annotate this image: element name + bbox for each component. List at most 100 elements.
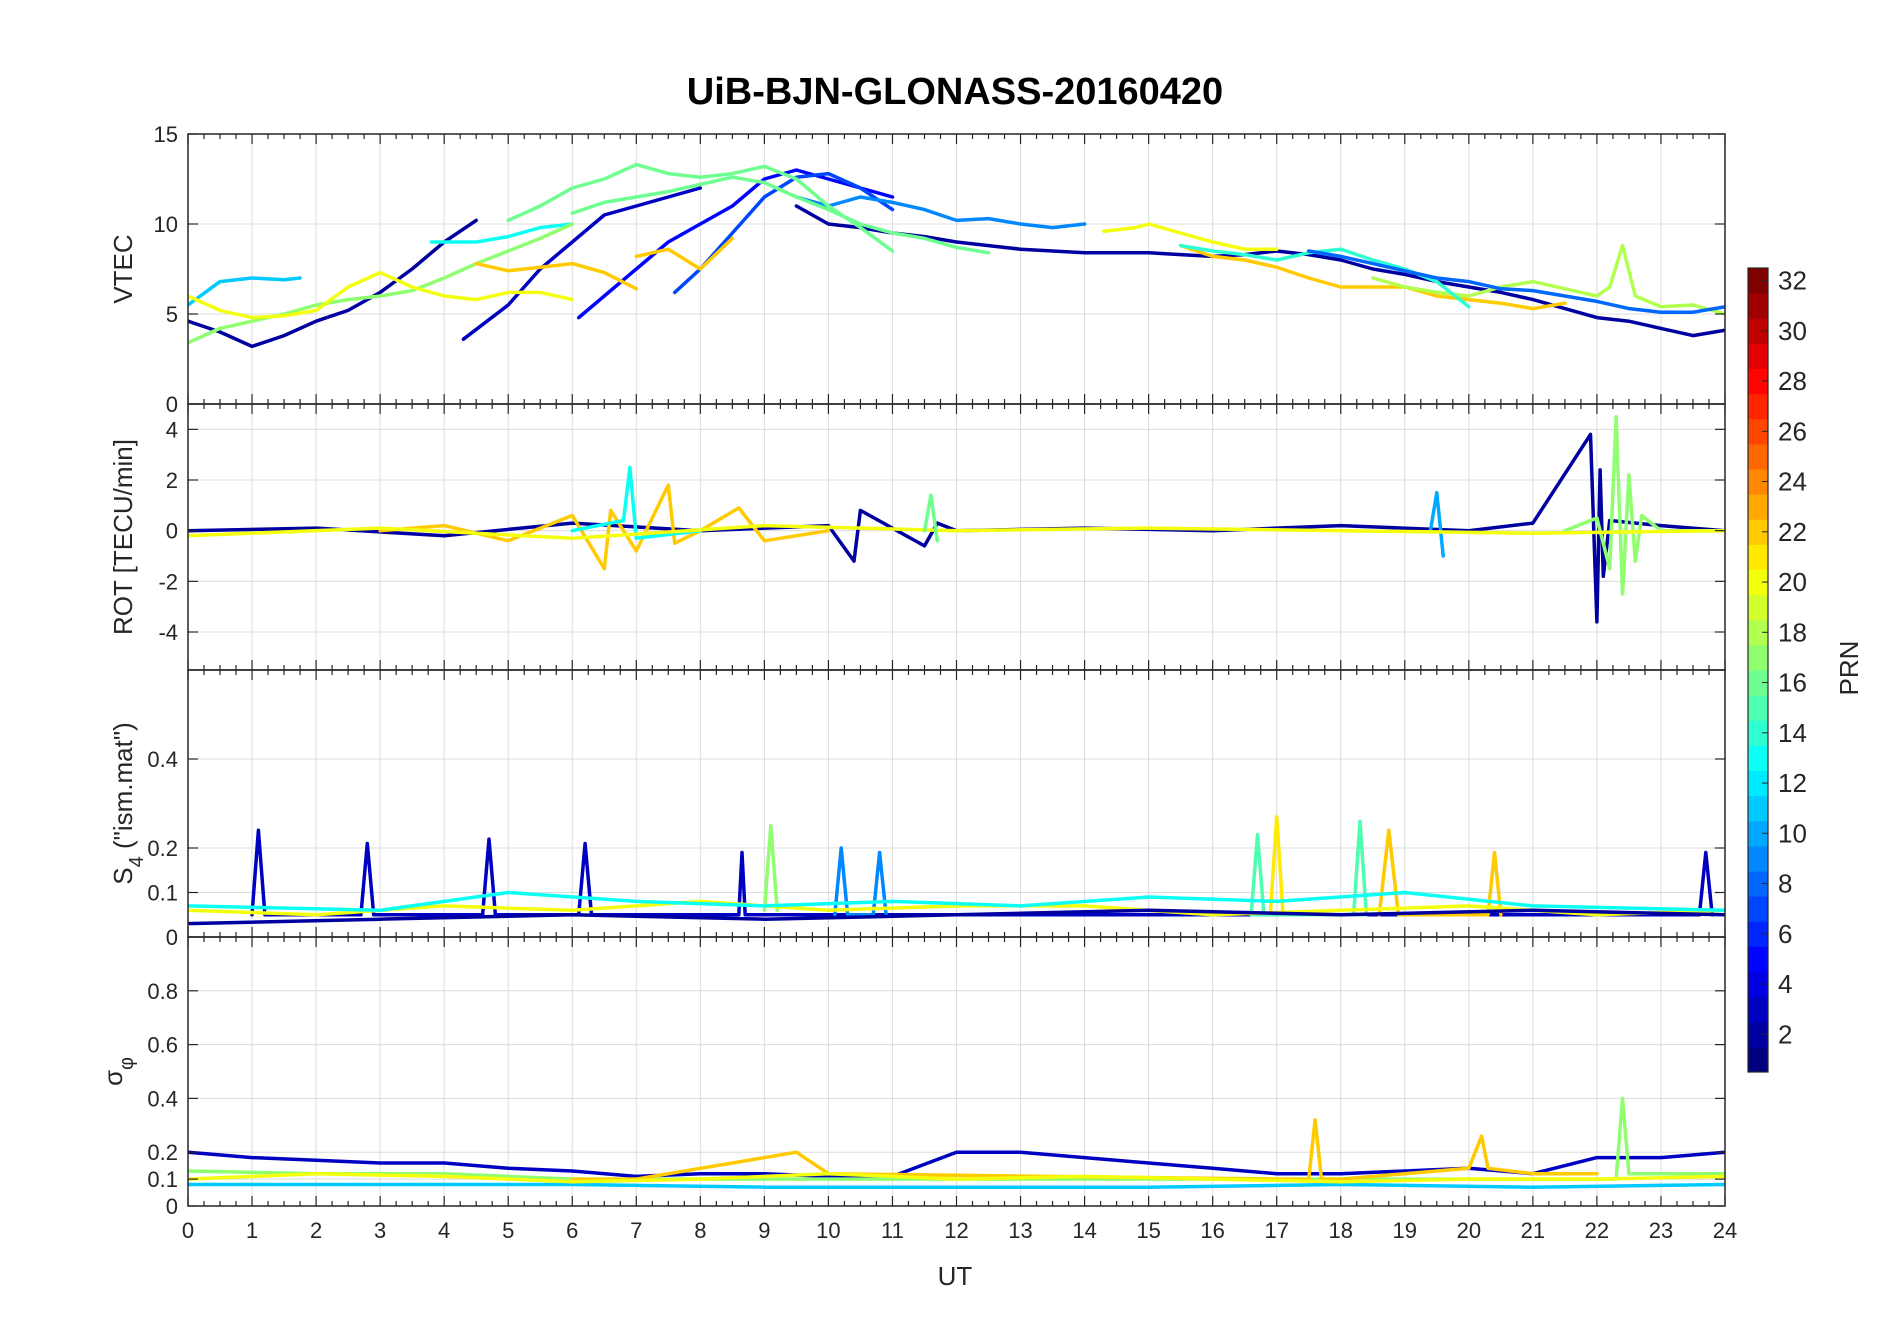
series-line-prn-20 <box>188 1171 1725 1184</box>
y-axis-label-main: σ <box>98 1070 128 1086</box>
y-tick-label: -4 <box>158 620 178 645</box>
y-tick-label: 4 <box>166 417 178 442</box>
series-line-prn-17 <box>762 824 779 913</box>
y-axis-label-subscript: 4 <box>126 856 148 867</box>
colorbar-segment <box>1748 896 1768 922</box>
colorbar-segment <box>1748 544 1768 570</box>
series-line-prn-2 <box>188 908 1725 926</box>
y-axis-label-subscript: φ <box>116 1057 138 1070</box>
series-line-prn-11 <box>188 1182 1725 1189</box>
colorbar-segment <box>1748 418 1768 445</box>
x-tick-label: 14 <box>1072 1218 1096 1243</box>
panel-3: 00.10.20.4S4 ("ism.mat") <box>108 669 1726 950</box>
colorbar-segment <box>1748 644 1768 671</box>
colorbar-tick-label: 20 <box>1778 567 1807 597</box>
y-tick-label: 0.4 <box>147 747 178 772</box>
y-tick-label: 0.8 <box>147 979 178 1004</box>
series-line-prn-2 <box>188 218 478 349</box>
y-axis-label: S4 ("ism.mat") <box>108 722 148 884</box>
series-line-prn-2 <box>794 204 1725 338</box>
panel-2: -4 -2 0 2 4 ROT [TECU/min] <box>108 403 1726 671</box>
series-line-prn-16 <box>570 175 991 255</box>
colorbar-tick-label: 4 <box>1778 969 1792 999</box>
y-axis-label: VTEC <box>108 234 138 303</box>
series-line-prn-3 <box>461 186 703 341</box>
x-tick-label: 3 <box>374 1218 386 1243</box>
panel-4: 00.10.2 0.4 0.6 0.8 σφ <box>98 936 1726 1219</box>
series-line-prn-13 <box>188 890 1725 913</box>
y-tick-label: 0.1 <box>147 881 178 906</box>
y-tick-label: 0.1 <box>147 1167 178 1192</box>
colorbar-tick-label: 18 <box>1778 617 1807 647</box>
colorbar-segment <box>1748 845 1768 872</box>
x-tick-label: 15 <box>1136 1218 1160 1243</box>
y-tick-label: 0.6 <box>147 1033 178 1058</box>
x-tick-label: 7 <box>630 1218 642 1243</box>
colorbar-segment <box>1748 318 1768 344</box>
series-group <box>188 414 1725 624</box>
series-line-prn-22 <box>1178 243 1567 311</box>
chart-title: UiB-BJN-GLONASS-20160420 <box>687 71 1223 113</box>
x-tick-label: 2 <box>310 1218 322 1243</box>
x-tick-label: 24 <box>1713 1218 1737 1243</box>
colorbar-segment <box>1748 670 1768 696</box>
series-line-prn-22 <box>570 1118 1599 1181</box>
colorbar-segment <box>1748 695 1768 721</box>
y-tick-label: 0.2 <box>147 1140 178 1165</box>
x-tick-label: 13 <box>1008 1218 1032 1243</box>
colorbar-segment <box>1748 619 1768 646</box>
colorbar-tick-label: 22 <box>1778 517 1807 547</box>
colorbar-segment <box>1748 996 1768 1023</box>
colorbar-label: PRN <box>1834 641 1864 696</box>
colorbar-tick-label: 16 <box>1778 668 1807 698</box>
x-tick-label: 1 <box>246 1218 258 1243</box>
x-tick-label: 6 <box>566 1218 578 1243</box>
colorbar-segment <box>1748 770 1768 797</box>
panel-1: 0 5 10 15 VTEC <box>108 122 1726 417</box>
grid <box>187 937 1726 1207</box>
y-axis-label-rest: ("ism.mat") <box>108 722 138 856</box>
colorbar-segment <box>1748 795 1768 822</box>
series-line-prn-20 <box>1102 222 1279 251</box>
colorbar-segment <box>1748 1046 1768 1073</box>
series-line-prn-17 <box>1563 414 1725 596</box>
y-tick-label: 2 <box>166 468 178 493</box>
colorbar-tick-label: 2 <box>1778 1019 1792 1049</box>
x-tick-label: 11 <box>881 1218 904 1243</box>
colorbar-segment <box>1748 368 1768 395</box>
grid <box>187 670 1726 938</box>
ticks <box>187 670 1726 938</box>
colorbar-segment <box>1748 745 1768 771</box>
series-group <box>188 815 1725 926</box>
x-tick-label: 4 <box>438 1218 450 1243</box>
series-line-prn-11 <box>188 276 302 307</box>
colorbar-tick-label: 6 <box>1778 919 1792 949</box>
colorbar-tick-label: 14 <box>1778 718 1807 748</box>
series-line-prn-10 <box>1428 490 1445 558</box>
x-tick-label: 8 <box>694 1218 706 1243</box>
series-line-prn-9 <box>794 195 1087 230</box>
colorbar-tick-label: 28 <box>1778 366 1807 396</box>
series-line-prn-8 <box>1306 249 1725 314</box>
colorbar-segment <box>1748 971 1768 998</box>
y-axis-label: σφ <box>98 1057 138 1086</box>
series-line-prn-13 <box>570 465 703 541</box>
x-tick-label: 12 <box>944 1218 968 1243</box>
x-tick-label: 19 <box>1393 1218 1417 1243</box>
colorbar-segment <box>1748 820 1768 847</box>
series-line-prn-9 <box>833 846 888 917</box>
series-line-prn-13 <box>429 222 575 244</box>
series-line-prn-18 <box>1371 243 1725 316</box>
colorbar-tick-label: 30 <box>1778 316 1807 346</box>
y-tick-label: 0 <box>166 392 178 417</box>
colorbar-segment <box>1748 1021 1768 1048</box>
y-tick-label: -2 <box>158 569 178 594</box>
colorbar-tick-label: 24 <box>1778 467 1807 497</box>
y-tick-label: 15 <box>154 122 178 147</box>
series-line-prn-22 <box>1377 828 1503 917</box>
colorbar-segment <box>1748 946 1768 972</box>
y-tick-label: 0 <box>166 1194 178 1219</box>
